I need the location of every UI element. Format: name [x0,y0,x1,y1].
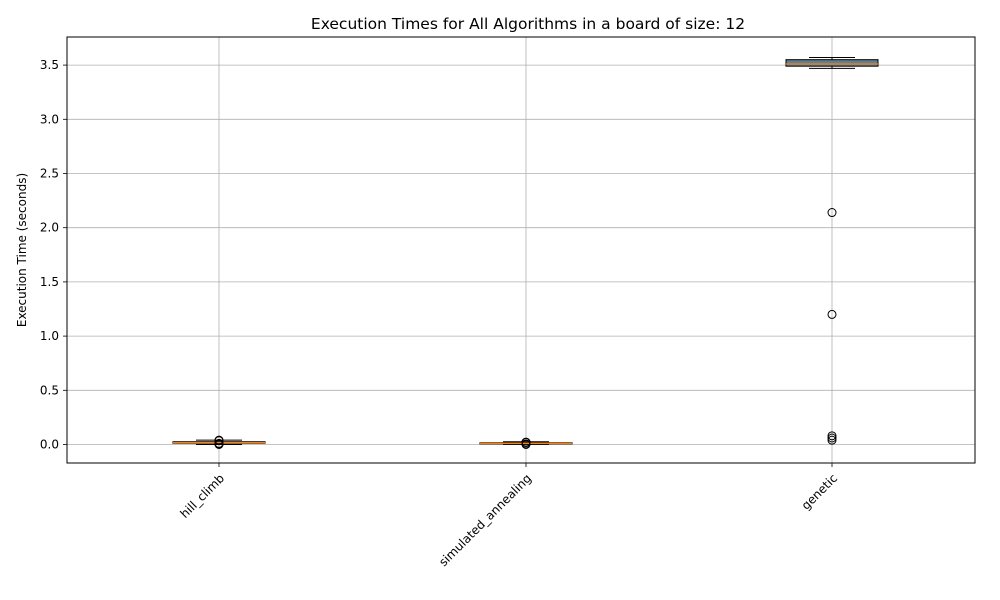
y-tick-label: 0.0 [40,438,59,452]
y-tick-label: 3.0 [40,112,59,126]
y-tick-label: 0.5 [40,383,59,397]
box-genetic [785,57,879,445]
y-tick-label: 1.0 [40,329,59,343]
outlier-point [827,435,837,445]
plot-frame [66,36,976,464]
y-tick-label: 2.0 [40,221,59,235]
outlier-point [827,309,837,319]
outlier-point [827,208,837,218]
outlier-point [827,431,837,441]
chart-title: Execution Times for All Algorithms in a … [311,15,745,33]
y-tick-label: 3.5 [40,58,59,72]
grid-layer [67,37,975,463]
iqr-box [785,59,879,67]
y-tick-label: 2.5 [40,167,59,181]
box-layer [172,57,879,449]
y-tick-label: 1.5 [40,275,59,289]
outlier-point [521,437,531,447]
box-hill-climb [172,435,266,449]
y-axis-label: Execution Time (seconds) [15,173,29,327]
outlier-point [214,438,224,448]
outlier-point [214,435,224,445]
box-simulated-annealing [479,437,573,449]
outlier-point [827,433,837,443]
